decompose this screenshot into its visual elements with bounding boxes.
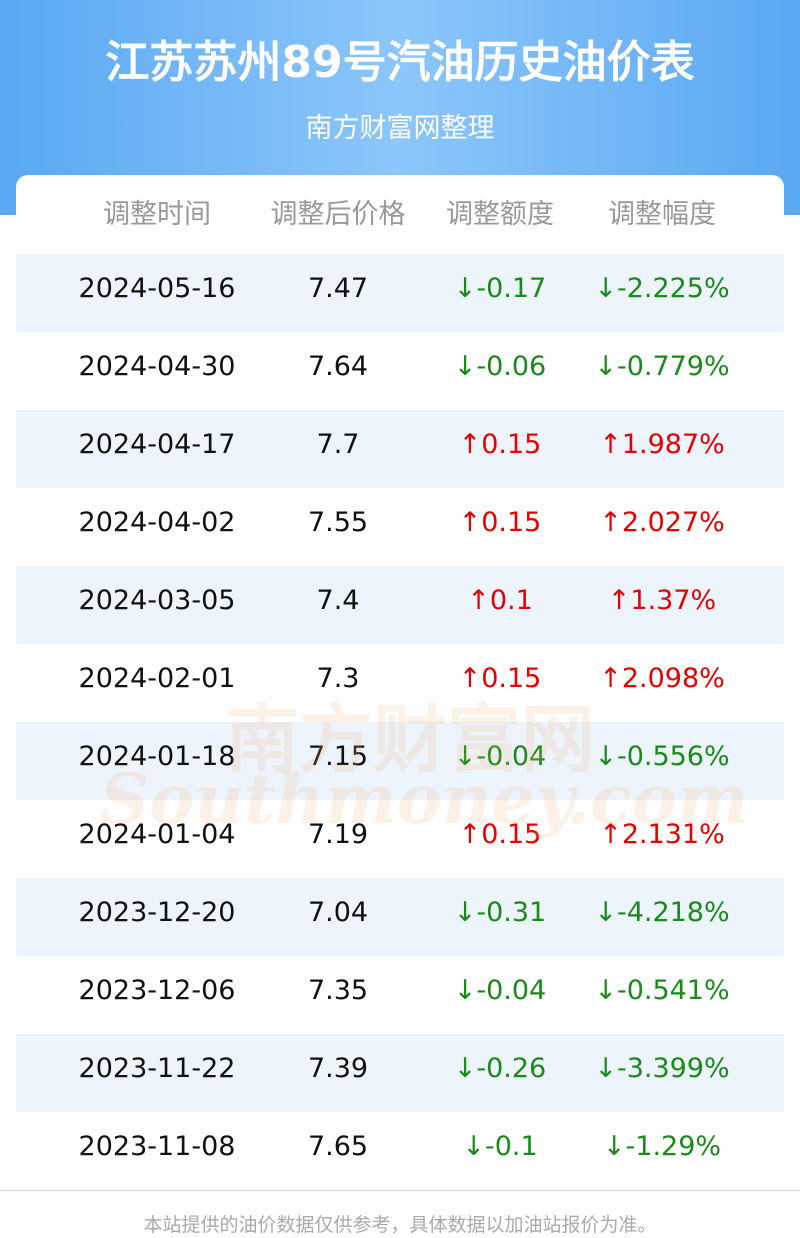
table-cell: ↓-3.399% [594,1053,730,1084]
table-cell: ↓-0.04 [453,975,547,1006]
table-cell: ↑0.15 [458,507,542,538]
table-cell: ↑0.15 [458,663,542,694]
table-row [16,566,784,644]
table-row [16,488,784,566]
table-row [16,1112,784,1190]
column-header: 调整时间 [103,199,211,230]
table-row [16,722,784,800]
table-cell: 7.64 [307,351,369,382]
table-cell: 7.65 [307,1131,369,1162]
table-cell: ↑1.37% [607,585,717,616]
table-cell: 7.55 [307,507,369,538]
table-cell: 2024-05-16 [78,273,236,304]
table-cell: 2023-12-20 [78,897,236,928]
table-cell: ↓-0.04 [453,741,547,772]
table-cell: ↓-4.218% [594,897,730,928]
table-cell: ↓-0.06 [453,351,547,382]
table-cell: 7.7 [316,429,360,460]
table-cell: ↑2.098% [599,663,725,694]
table-cell: 2024-04-17 [78,429,236,460]
table-row [16,1034,784,1112]
table-row [16,644,784,722]
table-row [16,410,784,488]
table-cell: ↓-0.556% [594,741,730,772]
table-row [16,800,784,878]
table-row [16,956,784,1034]
table-cell: ↓-0.779% [594,351,730,382]
divider [0,1190,800,1191]
table-cell: 2024-04-30 [78,351,236,382]
table-cell: ↑1.987% [599,429,725,460]
table-cell: 2024-03-05 [78,585,236,616]
table-row [16,332,784,410]
title: 江苏苏州89号汽油历史油价表 [105,37,695,88]
table-cell: ↑0.15 [458,429,542,460]
table-row [16,254,784,332]
column-header: 调整幅度 [608,199,716,230]
table-cell: ↑2.131% [599,819,725,850]
table-cell: ↑2.027% [599,507,725,538]
table-cell: ↑0.15 [458,819,542,850]
table-cell: 7.4 [316,585,360,616]
subtitle: 南方财富网整理 [305,113,495,144]
table-cell: 7.04 [307,897,369,928]
table-cell: 7.3 [316,663,360,694]
table-cell: ↓-0.26 [453,1053,547,1084]
table-cell: ↓-0.31 [453,897,547,928]
table-cell: 7.19 [307,819,369,850]
table-cell: ↑0.1 [467,585,533,616]
table-cell: 7.47 [307,273,369,304]
table-cell: 2024-04-02 [78,507,236,538]
table-cell: ↓-0.541% [594,975,730,1006]
table-row [16,878,784,956]
table-cell: 7.35 [307,975,369,1006]
table-cell: 7.15 [307,741,369,772]
watermark: Southmoney.com [100,760,749,840]
table-cell: 2023-11-08 [78,1131,236,1162]
table-cell: ↓-0.1 [462,1131,538,1162]
column-header: 调整后价格 [270,199,406,230]
footer: 本站提供的油价数据仅供参考，具体数据以加油站报价为准。 [143,1214,657,1236]
table-cell: 2024-01-04 [78,819,236,850]
table-cell: 2024-01-18 [78,741,236,772]
table-cell: ↓-2.225% [594,273,730,304]
table-cell: 2023-12-06 [78,975,236,1006]
table-cell: 2023-11-22 [78,1053,236,1084]
table-cell: ↓-0.17 [453,273,547,304]
column-header: 调整额度 [446,199,554,230]
table-cell: 7.39 [307,1053,369,1084]
table-cell: 2024-02-01 [78,663,236,694]
watermark: 南方财富网 [225,697,595,783]
table-cell: ↓-1.29% [602,1131,722,1162]
